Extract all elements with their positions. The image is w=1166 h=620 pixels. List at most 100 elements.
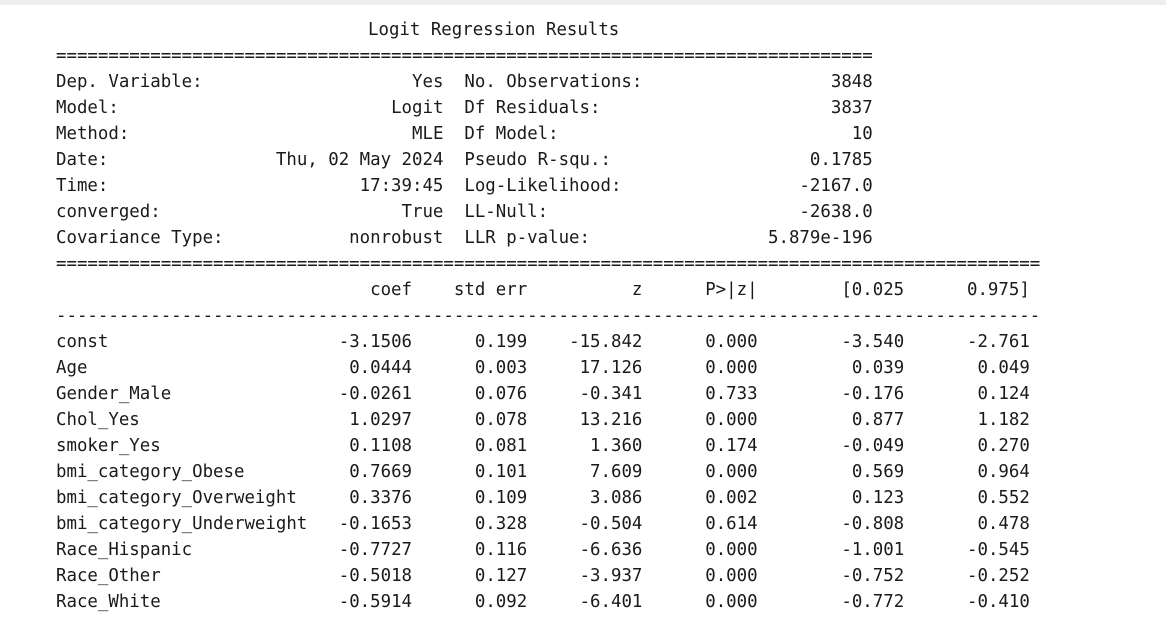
- table-cell: 0.000: [705, 462, 758, 482]
- header-row: Model: Logit Df Residuals: 3837: [56, 95, 1040, 121]
- table-cell: -1.001: [841, 540, 905, 560]
- header-row: Time: 17:39:45 Log-Likelihood: -2167.0: [56, 173, 1040, 199]
- table-cell: 1.0297: [349, 410, 413, 430]
- table-row: Chol_Yes 1.0297 0.078 13.216 0.000 0.877…: [56, 407, 1040, 433]
- table-cell: 0.124: [977, 384, 1030, 404]
- table-cell: -2.761: [967, 332, 1030, 352]
- table-cell: 0.003: [474, 358, 528, 378]
- header-right-label: No. Observations:: [464, 72, 643, 92]
- header-right-value: 3837: [830, 98, 873, 118]
- table-cell: -0.5018: [338, 566, 413, 586]
- header-right-label: LLR p-value:: [464, 228, 590, 248]
- table-cell: 1.360: [590, 436, 643, 456]
- table-cell: 13.216: [579, 410, 643, 430]
- table-cell: -0.545: [967, 540, 1030, 560]
- header-row: Covariance Type: nonrobust LLR p-value: …: [56, 225, 1040, 251]
- table-cell: 0.877: [851, 410, 905, 430]
- header-row: converged: True LL-Null: -2638.0: [56, 199, 1040, 225]
- table-cell: 0.039: [851, 358, 905, 378]
- table-cell: 0.569: [851, 462, 905, 482]
- table-cell: 0.109: [474, 488, 528, 508]
- table-cell: 0.000: [705, 358, 758, 378]
- separator-double: ========================================…: [56, 254, 1041, 274]
- table-column-header: P>|z|: [705, 280, 758, 300]
- table-cell: -3.937: [579, 566, 643, 586]
- table-column-header: std err: [453, 280, 528, 300]
- header-right-label: Df Model:: [464, 124, 559, 144]
- row-variable-name: bmi_category_Obese: [56, 462, 245, 482]
- table-cell: -0.341: [579, 384, 643, 404]
- table-cell: -0.772: [841, 592, 905, 612]
- table-cell: 0.328: [474, 514, 528, 534]
- table-row: const -3.1506 0.199 -15.842 0.000 -3.540…: [56, 329, 1040, 355]
- table-cell: -6.401: [579, 592, 643, 612]
- table-row: bmi_category_Overweight 0.3376 0.109 3.0…: [56, 485, 1040, 511]
- table-cell: 0.127: [474, 566, 528, 586]
- table-column-header: 0.975]: [966, 280, 1030, 300]
- table-cell: 0.092: [474, 592, 528, 612]
- table-cell: 0.081: [474, 436, 528, 456]
- table-row: Race_White -0.5914 0.092 -6.401 0.000 -0…: [56, 589, 1040, 615]
- row-variable-name: Race_Other: [56, 566, 161, 586]
- row-variable-name: Age: [56, 358, 88, 378]
- table-cell: -0.504: [579, 514, 643, 534]
- table-cell: 0.101: [474, 462, 528, 482]
- table-cell: 0.123: [851, 488, 905, 508]
- table-row: Race_Hispanic -0.7727 0.116 -6.636 0.000…: [56, 537, 1040, 563]
- header-right-label: Pseudo R-squ.:: [464, 150, 611, 170]
- header-row: Dep. Variable: Yes No. Observations: 384…: [56, 69, 1040, 95]
- table-cell: 0.199: [474, 332, 528, 352]
- header-left-label: Dep. Variable:: [56, 72, 203, 92]
- header-left-label: Time:: [56, 176, 109, 196]
- table-row: Race_Other -0.5018 0.127 -3.937 0.000 -0…: [56, 563, 1040, 589]
- table-cell: -0.176: [841, 384, 905, 404]
- table-cell: -15.842: [569, 332, 643, 352]
- table-cell: -0.252: [967, 566, 1030, 586]
- table-cell: 7.609: [590, 462, 643, 482]
- row-variable-name: bmi_category_Overweight: [56, 488, 297, 508]
- table-cell: 0.116: [474, 540, 528, 560]
- header-row: Method: MLE Df Model: 10: [56, 121, 1040, 147]
- header-right-value: 5.879e-196: [768, 228, 873, 248]
- row-variable-name: Race_White: [56, 592, 161, 612]
- table-cell: -0.1653: [338, 514, 412, 534]
- row-variable-name: const: [56, 332, 109, 352]
- header-left-label: Method:: [56, 124, 130, 144]
- table-cell: -0.049: [841, 436, 905, 456]
- output-cell-top-border: [0, 0, 1166, 5]
- header-row: Date: Thu, 02 May 2024 Pseudo R-squ.: 0.…: [56, 147, 1040, 173]
- header-left-value: Thu, 02 May 2024: [275, 150, 444, 170]
- table-row: smoker_Yes 0.1108 0.081 1.360 0.174 -0.0…: [56, 433, 1040, 459]
- table-cell: 0.3376: [349, 488, 413, 508]
- row-variable-name: bmi_category_Underweight: [56, 514, 308, 534]
- header-left-label: converged:: [56, 202, 161, 222]
- row-variable-name: Chol_Yes: [56, 410, 140, 430]
- header-right-value: 10: [851, 124, 873, 144]
- header-right-value: -2167.0: [799, 176, 873, 196]
- row-variable-name: Race_Hispanic: [56, 540, 193, 560]
- table-row: bmi_category_Obese 0.7669 0.101 7.609 0.…: [56, 459, 1040, 485]
- row-variable-name: smoker_Yes: [56, 436, 161, 456]
- header-right-value: 3848: [830, 72, 873, 92]
- table-cell: 0.000: [705, 566, 758, 586]
- table-cell: 0.1108: [349, 436, 413, 456]
- header-right-label: LL-Null:: [464, 202, 549, 222]
- table-cell: -0.752: [841, 566, 905, 586]
- header-right-value: -2638.0: [799, 202, 873, 222]
- table-cell: 0.049: [977, 358, 1030, 378]
- separator-double: ========================================…: [56, 46, 873, 66]
- header-left-value: MLE: [412, 124, 444, 144]
- table-cell: -3.1506: [338, 332, 413, 352]
- table-row: Age 0.0444 0.003 17.126 0.000 0.039 0.04…: [56, 355, 1040, 381]
- table-cell: 0.078: [474, 410, 528, 430]
- header-right-label: Df Residuals:: [464, 98, 601, 118]
- table-cell: -0.0261: [338, 384, 413, 404]
- header-left-value: 17:39:45: [359, 176, 444, 196]
- table-cell: -0.410: [967, 592, 1030, 612]
- report-title: Logit Regression Results: [368, 20, 620, 40]
- row-variable-name: Gender_Male: [56, 384, 172, 404]
- table-cell: 0.270: [977, 436, 1030, 456]
- table-row: bmi_category_Underweight -0.1653 0.328 -…: [56, 511, 1040, 537]
- header-right-value: 0.1785: [809, 150, 873, 170]
- table-cell: 0.964: [977, 462, 1030, 482]
